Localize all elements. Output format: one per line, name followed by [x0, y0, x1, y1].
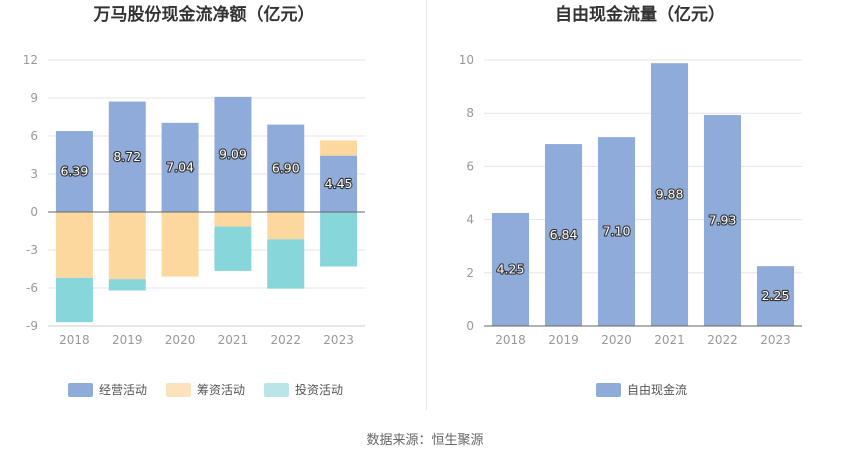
x-tick-label: 2021 — [218, 333, 249, 347]
data-label: 6.90 — [272, 160, 300, 175]
x-tick-label: 2018 — [59, 333, 90, 347]
bar-投资活动-2021 — [214, 226, 252, 271]
y-tick-label: 6 — [30, 129, 38, 143]
y-tick-label: 2 — [466, 266, 474, 280]
data-label: 7.04 — [166, 159, 194, 174]
x-tick-label: 2020 — [601, 333, 632, 347]
legend-swatch-经营活动 — [68, 383, 93, 397]
y-tick-label: 0 — [466, 319, 474, 333]
bar-投资活动-2019 — [108, 279, 146, 291]
bar-自由现金流-2023 — [756, 266, 795, 326]
bar-经营活动-2021 — [214, 96, 252, 212]
legend-swatch-筹资活动 — [166, 383, 191, 397]
data-label: 9.09 — [219, 146, 247, 161]
bar-经营活动-2020 — [161, 122, 199, 212]
y-tick-label: 12 — [23, 53, 38, 67]
x-tick-label: 2020 — [165, 333, 196, 347]
x-tick-label: 2021 — [654, 333, 685, 347]
panel-divider — [426, 0, 427, 410]
data-label: 4.45 — [325, 176, 353, 191]
x-tick-label: 2022 — [707, 333, 738, 347]
bar-自由现金流-2020 — [597, 137, 636, 326]
bar-筹资活动-2020 — [161, 212, 199, 277]
chart-title: 万马股份现金流净额（亿元） — [93, 4, 315, 25]
bar-经营活动-2023 — [320, 155, 358, 212]
y-tick-label: 9 — [30, 91, 38, 105]
cash-flow-net-chart: 万马股份现金流净额（亿元） -9 -6 -3 0 3 6 9 12 6.39 2018 8.72 201… — [23, 4, 365, 397]
data-label: 7.10 — [603, 224, 631, 239]
legend-label-投资活动: 投资活动 — [295, 382, 343, 397]
legend-swatch-自由现金流 — [596, 383, 621, 397]
bar-自由现金流-2019 — [544, 144, 583, 326]
legend-label-自由现金流: 自由现金流 — [627, 382, 687, 397]
y-tick-label: 8 — [466, 106, 474, 120]
bar-投资活动-2022 — [267, 239, 305, 289]
x-tick-label: 2019 — [548, 333, 579, 347]
data-label: 7.93 — [709, 213, 737, 228]
x-tick-label: 2018 — [495, 333, 526, 347]
y-tick-label: 3 — [30, 167, 38, 181]
x-tick-label: 2023 — [760, 333, 791, 347]
data-label: 2.25 — [762, 288, 790, 303]
bar-自由现金流-2022 — [703, 115, 742, 326]
bar-自由现金流-2018 — [491, 212, 530, 326]
data-label: 6.84 — [550, 227, 578, 242]
data-label: 9.88 — [656, 187, 684, 202]
bar-经营活动-2022 — [267, 124, 305, 212]
data-label: 6.39 — [60, 164, 88, 179]
x-tick-label: 2019 — [112, 333, 143, 347]
y-tick-label: 10 — [459, 53, 474, 67]
free-cash-flow-chart: 自由现金流量（亿元） 0 2 4 6 8 10 4.25 2018 6.84 2019 7.10 202… — [459, 4, 802, 397]
bar-筹资活动-2018 — [55, 212, 93, 278]
data-label: 4.25 — [497, 261, 525, 276]
bar-自由现金流-2021 — [650, 63, 689, 326]
data-label: 8.72 — [113, 149, 141, 164]
legend-label-筹资活动: 筹资活动 — [197, 383, 245, 397]
data-source: 数据来源：恒生聚源 — [366, 433, 484, 448]
y-tick-label: -3 — [26, 243, 38, 257]
bar-投资活动-2023 — [320, 212, 358, 267]
x-tick-label: 2022 — [270, 333, 301, 347]
y-tick-label: 4 — [466, 213, 474, 227]
bar-经营活动-2019 — [108, 101, 146, 212]
chart-title: 自由现金流量（亿元） — [555, 4, 725, 25]
y-tick-label: -6 — [26, 281, 38, 295]
bar-投资活动-2018 — [55, 277, 93, 323]
y-tick-label: 6 — [466, 159, 474, 173]
bar-筹资活动-2021 — [214, 212, 252, 227]
x-tick-label: 2023 — [323, 333, 354, 347]
bar-经营活动-2018 — [55, 131, 93, 212]
bar-筹资活动-2019 — [108, 212, 146, 280]
legend-label-经营活动: 经营活动 — [99, 383, 147, 397]
y-tick-label: -9 — [26, 319, 38, 333]
y-tick-label: 0 — [30, 205, 38, 219]
bar-筹资活动-2023 — [320, 140, 358, 156]
bar-筹资活动-2022 — [267, 212, 305, 240]
legend-swatch-投资活动 — [264, 383, 289, 397]
